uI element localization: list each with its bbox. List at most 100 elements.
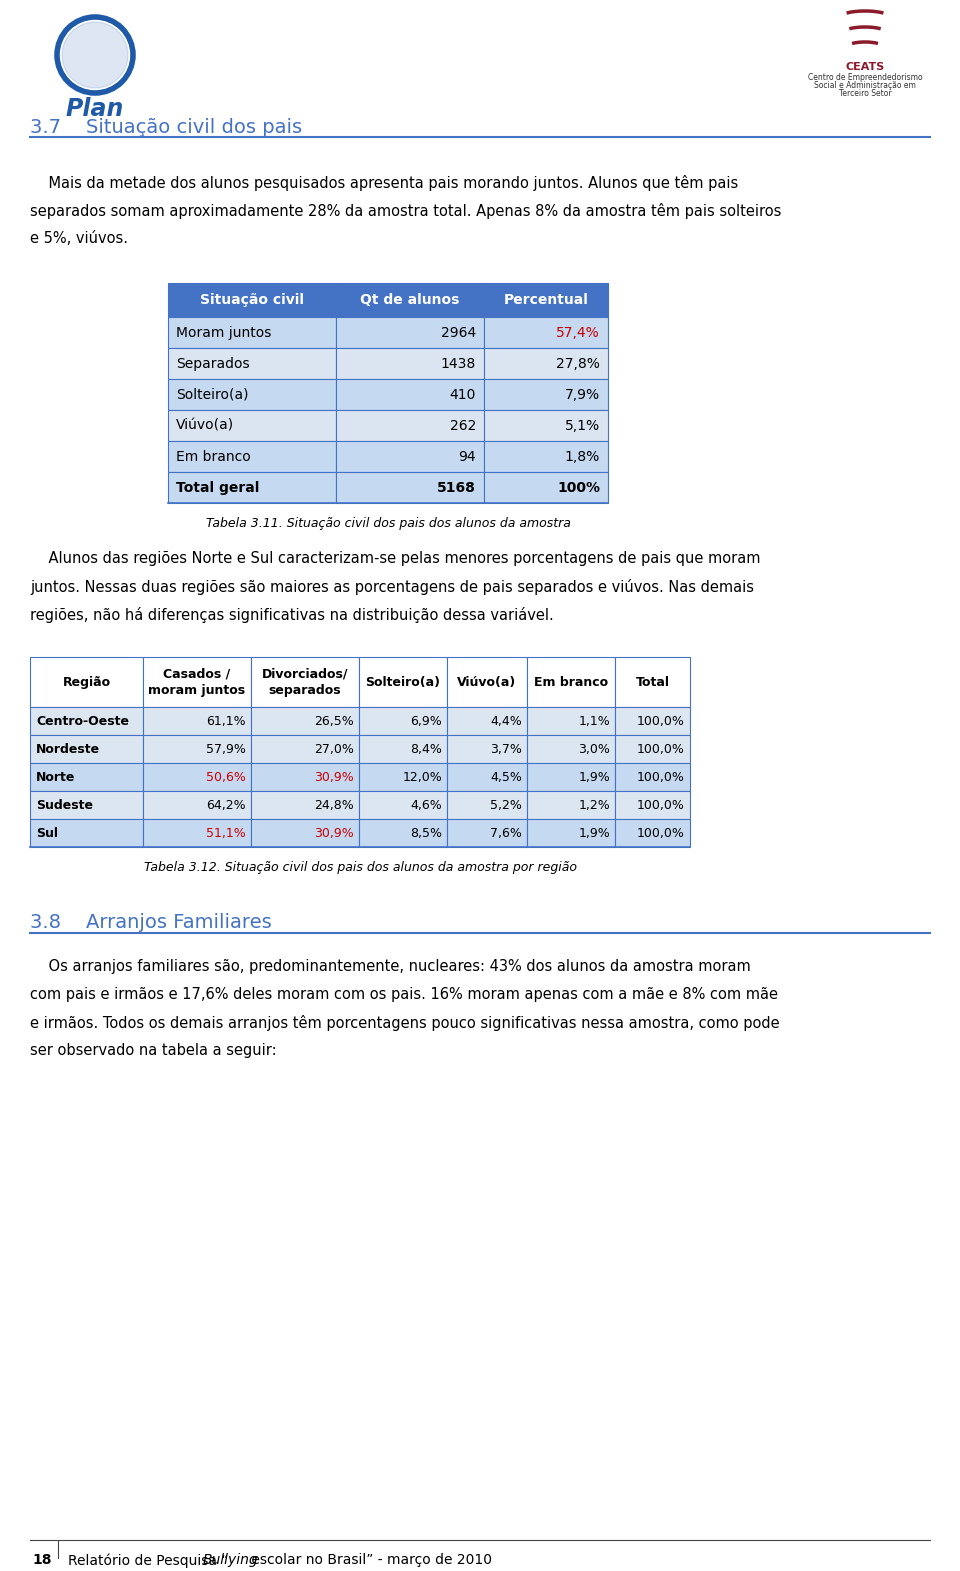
Text: Sul: Sul <box>36 826 58 839</box>
Text: Divorciados/
separados: Divorciados/ separados <box>262 668 348 696</box>
Bar <box>615 657 690 707</box>
Bar <box>447 792 527 818</box>
Text: Em branco: Em branco <box>176 449 251 463</box>
Bar <box>527 657 615 707</box>
Bar <box>30 657 143 707</box>
Text: ser observado na tabela a seguir:: ser observado na tabela a seguir: <box>30 1043 276 1057</box>
Text: 262: 262 <box>449 418 476 432</box>
Text: 2964: 2964 <box>441 325 476 339</box>
Bar <box>447 657 527 707</box>
Bar <box>251 657 359 707</box>
Text: Viúvo(a): Viúvo(a) <box>457 676 516 688</box>
Text: Separados: Separados <box>176 357 250 371</box>
Bar <box>30 792 143 818</box>
Bar <box>336 317 484 349</box>
Bar <box>143 792 251 818</box>
Text: Solteiro(a): Solteiro(a) <box>176 388 249 402</box>
Text: 24,8%: 24,8% <box>314 798 354 812</box>
Text: regiões, não há diferenças significativas na distribuição dessa variável.: regiões, não há diferenças significativa… <box>30 606 554 624</box>
Bar <box>447 735 527 764</box>
Text: 5,1%: 5,1% <box>564 418 600 432</box>
Text: escolar no Brasil” - março de 2010: escolar no Brasil” - março de 2010 <box>247 1554 492 1566</box>
Text: 1,8%: 1,8% <box>564 449 600 463</box>
Bar <box>359 707 447 735</box>
Text: 6,9%: 6,9% <box>410 715 442 727</box>
Text: 4,6%: 4,6% <box>410 798 442 812</box>
Text: 12,0%: 12,0% <box>402 770 442 784</box>
Bar <box>484 349 608 379</box>
Bar <box>527 818 615 847</box>
Text: 94: 94 <box>458 449 476 463</box>
Bar <box>30 735 143 764</box>
Bar <box>168 317 336 349</box>
Bar <box>143 764 251 792</box>
Text: Bullying: Bullying <box>203 1554 258 1566</box>
Text: e irmãos. Todos os demais arranjos têm porcentagens pouco significativas nessa a: e irmãos. Todos os demais arranjos têm p… <box>30 1015 780 1031</box>
Bar <box>336 283 484 317</box>
Text: Norte: Norte <box>36 770 76 784</box>
Bar <box>168 441 336 471</box>
Text: 51,1%: 51,1% <box>206 826 246 839</box>
Text: 100,0%: 100,0% <box>637 770 685 784</box>
Bar <box>615 735 690 764</box>
Text: 30,9%: 30,9% <box>314 826 354 839</box>
Bar <box>527 764 615 792</box>
Bar <box>251 792 359 818</box>
Bar <box>143 707 251 735</box>
Circle shape <box>61 20 129 90</box>
Bar <box>527 735 615 764</box>
Text: Região: Região <box>62 676 110 688</box>
Text: Sudeste: Sudeste <box>36 798 93 812</box>
Text: 100%: 100% <box>557 481 600 495</box>
Bar <box>168 283 336 317</box>
Bar <box>359 764 447 792</box>
Text: 8,5%: 8,5% <box>410 826 442 839</box>
Text: Alunos das regiões Norte e Sul caracterizam-se pelas menores porcentagens de pai: Alunos das regiões Norte e Sul caracteri… <box>30 551 760 566</box>
Text: Situação civil: Situação civil <box>200 294 304 306</box>
Text: Casados /
moram juntos: Casados / moram juntos <box>149 668 246 696</box>
Text: 4,5%: 4,5% <box>491 770 522 784</box>
Text: 1,9%: 1,9% <box>578 770 610 784</box>
Text: Em branco: Em branco <box>534 676 608 688</box>
Text: 3.7    Situação civil dos pais: 3.7 Situação civil dos pais <box>30 118 302 137</box>
Text: 57,9%: 57,9% <box>206 743 246 756</box>
Bar <box>615 707 690 735</box>
Bar <box>359 735 447 764</box>
Text: Moram juntos: Moram juntos <box>176 325 272 339</box>
Text: 61,1%: 61,1% <box>206 715 246 727</box>
Text: Tabela 3.12. Situação civil dos pais dos alunos da amostra por região: Tabela 3.12. Situação civil dos pais dos… <box>143 861 577 873</box>
Text: Mais da metade dos alunos pesquisados apresenta pais morando juntos. Alunos que : Mais da metade dos alunos pesquisados ap… <box>30 174 738 192</box>
Text: Terceiro Setor: Terceiro Setor <box>839 90 891 97</box>
Text: com pais e irmãos e 17,6% deles moram com os pais. 16% moram apenas com a mãe e : com pais e irmãos e 17,6% deles moram co… <box>30 987 778 1002</box>
Text: 64,2%: 64,2% <box>206 798 246 812</box>
Text: 100,0%: 100,0% <box>637 826 685 839</box>
Bar <box>251 764 359 792</box>
Bar <box>143 735 251 764</box>
Text: 100,0%: 100,0% <box>637 743 685 756</box>
Bar <box>484 317 608 349</box>
Text: Solteiro(a): Solteiro(a) <box>366 676 441 688</box>
Bar <box>336 410 484 441</box>
Text: 26,5%: 26,5% <box>314 715 354 727</box>
Bar <box>359 818 447 847</box>
Text: 1,1%: 1,1% <box>578 715 610 727</box>
Bar <box>484 379 608 410</box>
Bar <box>251 818 359 847</box>
Text: 4,4%: 4,4% <box>491 715 522 727</box>
Text: Os arranjos familiares são, predominantemente, nucleares: 43% dos alunos da amos: Os arranjos familiares são, predominante… <box>30 958 751 974</box>
Text: Social e Administração em: Social e Administração em <box>814 82 916 90</box>
Text: 3.8    Arranjos Familiares: 3.8 Arranjos Familiares <box>30 913 272 932</box>
Bar <box>143 657 251 707</box>
Text: 27,8%: 27,8% <box>556 357 600 371</box>
Bar <box>359 657 447 707</box>
Bar <box>336 441 484 471</box>
Bar <box>336 471 484 503</box>
Text: Relatório de Pesquisa “: Relatório de Pesquisa “ <box>68 1554 228 1568</box>
Text: 1,9%: 1,9% <box>578 826 610 839</box>
Text: 410: 410 <box>449 388 476 402</box>
Text: 1438: 1438 <box>441 357 476 371</box>
Bar <box>615 818 690 847</box>
Text: 7,6%: 7,6% <box>491 826 522 839</box>
Text: 7,9%: 7,9% <box>564 388 600 402</box>
Bar <box>484 441 608 471</box>
